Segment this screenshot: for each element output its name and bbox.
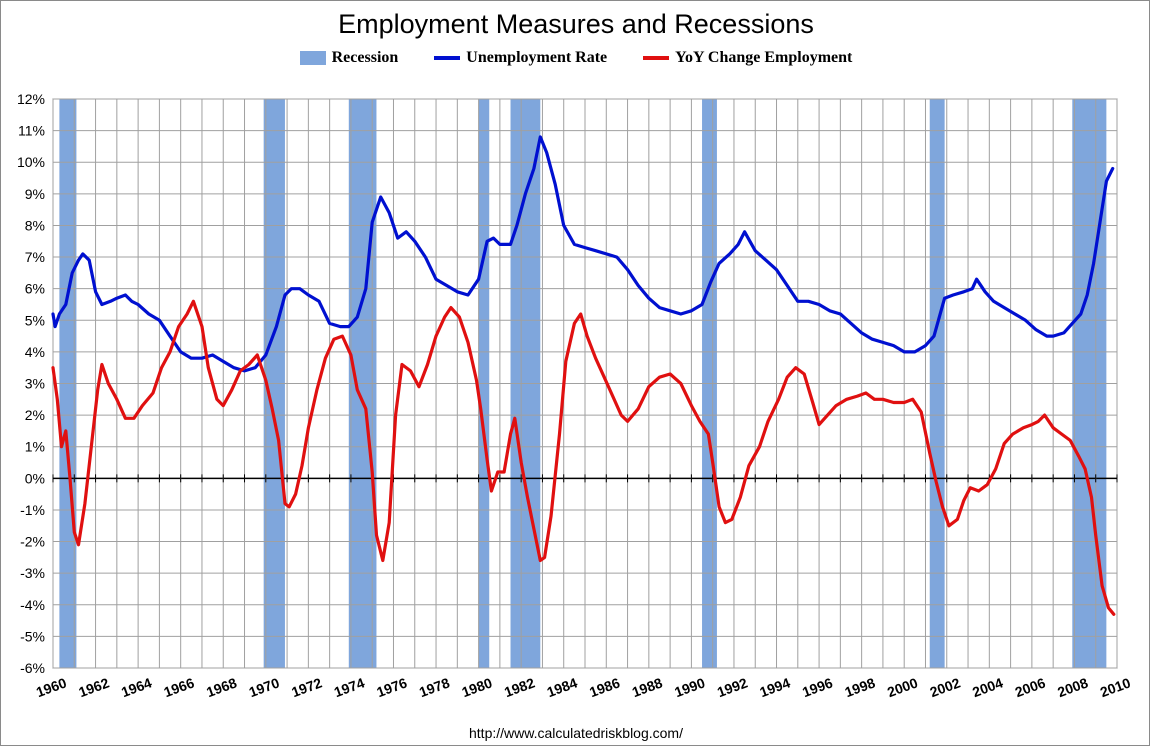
y-tick-label: 0% (25, 470, 45, 486)
y-tick-label: 8% (25, 217, 45, 233)
x-tick-label: 1962 (76, 674, 111, 700)
x-tick-label: 2002 (928, 674, 963, 700)
x-tick-label: 1974 (332, 674, 367, 700)
x-tick-label: 2006 (1013, 674, 1048, 700)
y-tick-label: 6% (25, 281, 45, 297)
series-line-yoy-change-employment (51, 299, 1116, 616)
y-tick-label: 2% (25, 407, 45, 423)
x-tick-label: 1960 (34, 674, 69, 700)
legend-swatch-unemployment-rate (434, 56, 461, 60)
x-tick-label: 2010 (1098, 674, 1133, 700)
x-tick-label: 1978 (417, 674, 452, 700)
legend: Recession Unemployment Rate YoY Change E… (1, 49, 1150, 67)
y-tick-label: 11% (18, 123, 45, 139)
legend-item-unemployment-rate: Unemployment Rate (434, 49, 607, 67)
y-tick-label: 5% (25, 312, 45, 328)
y-tick-label: -2% (20, 534, 45, 550)
x-tick-label: 1966 (162, 674, 197, 700)
y-tick-label: 4% (25, 344, 45, 360)
x-tick-label: 2000 (885, 674, 920, 700)
legend-label-unemployment-rate: Unemployment Rate (466, 49, 608, 66)
x-tick-label: 1968 (204, 674, 239, 700)
y-tick-label: 9% (25, 186, 45, 202)
legend-label-yoy-change-employment: YoY Change Employment (675, 49, 853, 66)
x-tick-label: 1994 (757, 674, 792, 700)
x-tick-label: 1988 (630, 674, 665, 700)
x-tick-label: 1990 (672, 674, 707, 700)
y-tick-label: 3% (25, 376, 45, 392)
x-tick-label: 1996 (800, 674, 835, 700)
x-tick-label: 1986 (587, 674, 622, 700)
x-tick-label: 1980 (460, 674, 495, 700)
chart-title: Employment Measures and Recessions (338, 9, 814, 39)
x-tick-label: 1982 (502, 674, 537, 700)
x-tick-label: 1992 (715, 674, 750, 700)
x-tick-label: 1970 (247, 674, 282, 700)
legend-swatch-yoy-change-employment (643, 56, 670, 60)
x-tick-label: 1984 (545, 674, 580, 700)
x-tick-label: 1972 (289, 674, 324, 700)
y-tick-label: 7% (25, 249, 45, 265)
y-tick-label: -1% (20, 502, 45, 518)
y-tick-label: -3% (20, 565, 45, 581)
x-tick-label: 1964 (119, 674, 154, 700)
legend-label-recession: Recession (331, 49, 399, 66)
source-url: http://www.calculatedriskblog.com/ (469, 725, 683, 741)
y-tick-label: 12% (17, 91, 45, 107)
x-tick-label: 2004 (970, 674, 1005, 700)
x-tick-label: 2008 (1055, 674, 1090, 700)
legend-item-yoy-change-employment: YoY Change Employment (643, 49, 852, 67)
legend-swatch-recession (299, 51, 326, 65)
y-tick-label: -5% (20, 628, 45, 644)
y-tick-label: 1% (25, 439, 45, 455)
y-tick-label: 10% (17, 154, 45, 170)
x-tick-label: 1976 (374, 674, 409, 700)
legend-item-recession: Recession (299, 49, 399, 67)
y-tick-label: -4% (20, 597, 45, 613)
series-line-unemployment-rate (51, 135, 1115, 373)
x-tick-label: 1998 (843, 674, 878, 700)
y-tick-label: -6% (20, 660, 45, 676)
